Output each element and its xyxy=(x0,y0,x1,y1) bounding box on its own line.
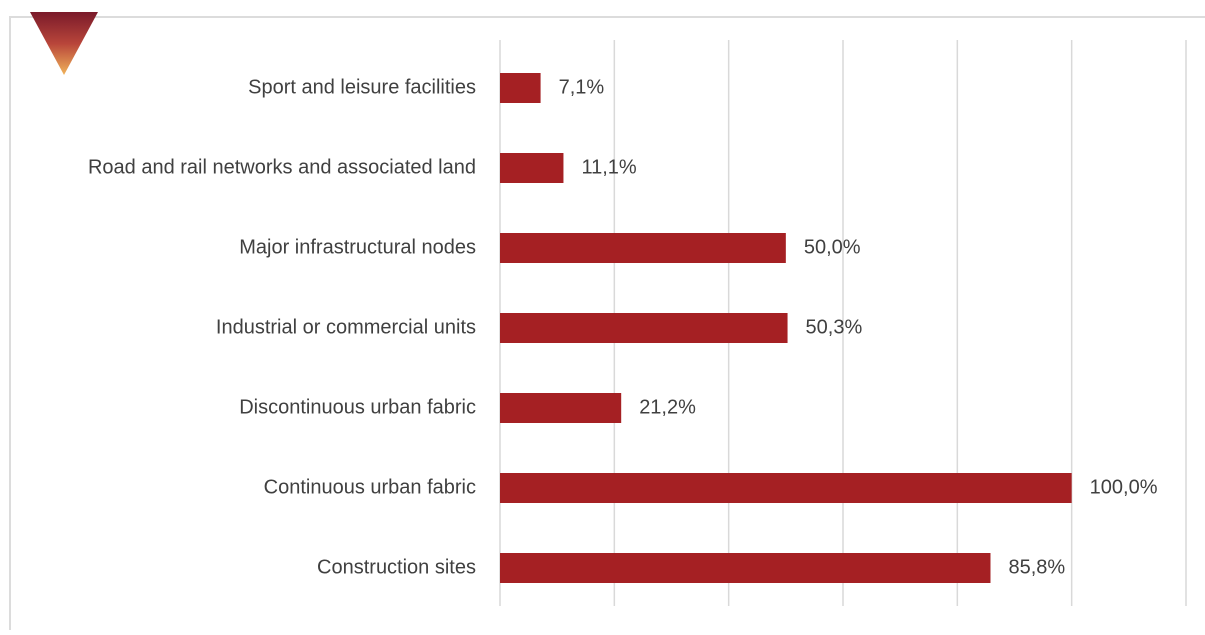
category-label: Sport and leisure facilities xyxy=(248,76,476,98)
value-label: 85,8% xyxy=(1008,556,1065,578)
value-label: 100,0% xyxy=(1090,476,1158,498)
category-label: Major infrastructural nodes xyxy=(239,236,476,258)
bar xyxy=(500,153,564,183)
category-label: Continuous urban fabric xyxy=(264,476,476,498)
bar xyxy=(500,313,788,343)
value-label: 50,3% xyxy=(806,316,863,338)
bar xyxy=(500,473,1072,503)
value-label: 7,1% xyxy=(559,76,605,98)
bars xyxy=(500,73,1072,583)
category-label: Discontinuous urban fabric xyxy=(239,396,476,418)
bar xyxy=(500,233,786,263)
category-label: Construction sites xyxy=(317,556,476,578)
value-label: 21,2% xyxy=(639,396,696,418)
value-label: 50,0% xyxy=(804,236,861,258)
frame xyxy=(9,16,1205,630)
category-label: Road and rail networks and associated la… xyxy=(88,156,476,178)
bar xyxy=(500,393,622,423)
bar xyxy=(500,73,541,103)
category-label: Industrial or commercial units xyxy=(216,316,476,338)
value-label: 11,1% xyxy=(581,156,636,178)
logo-icon xyxy=(30,12,98,75)
bar xyxy=(500,553,991,583)
